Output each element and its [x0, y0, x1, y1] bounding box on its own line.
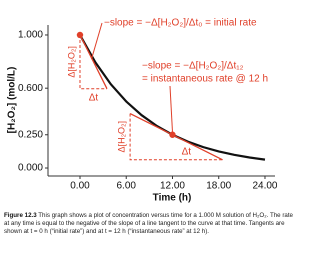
tangent-line	[129, 113, 223, 161]
annotation: = instantaneous rate @ 12 h	[142, 74, 268, 85]
y-tick-label: 0.600	[18, 83, 43, 94]
point	[169, 131, 176, 138]
x-axis-label: Time (h)	[153, 193, 192, 204]
curve	[79, 34, 266, 161]
point	[76, 31, 84, 39]
annotation: −slope = −Δ[H₂O₂]/Δt₀ = initial rate	[104, 18, 257, 29]
annotation: −slope = −Δ[H₂O₂]/Δt₁₂	[142, 61, 244, 72]
delta-guide	[129, 113, 223, 161]
delta-label: Δt	[182, 146, 192, 157]
y-tick-label: 0.000	[18, 163, 43, 174]
delta-label: Δ[H₂O₂]	[116, 121, 126, 153]
delta-label: Δ[H₂O₂]	[66, 46, 76, 78]
tangent-line	[79, 34, 108, 90]
annotation-arrow	[91, 22, 103, 60]
y-tick-label: 0.250	[18, 129, 43, 140]
x-tick-label: 24.00	[252, 181, 277, 192]
delta-label: Δt	[89, 92, 99, 103]
y-tick-label: 1.000	[18, 30, 43, 41]
chart: [H₂O₂] (mol/L) Time (h) 0.000 0.250 0.600 1…	[7, 18, 278, 204]
y-axis-label: [H₂O₂] (mol/L)	[7, 67, 18, 134]
caption-label: Figure 12.3	[4, 212, 37, 219]
x-tick-label: 18.00	[206, 181, 231, 192]
x-tick-label: 6.00	[117, 181, 137, 192]
x-tick-label: 0.00	[70, 181, 90, 192]
x-tick-label: 12.00	[160, 181, 185, 192]
caption-text: This graph shows a plot of concentration…	[4, 212, 294, 235]
page: [H₂O₂] (mol/L) Time (h) 0.000 0.250 0.600 1…	[4, 17, 296, 236]
annotation-arrow	[169, 85, 173, 133]
delta-guide	[79, 34, 107, 90]
caption: Figure 12.3 This graph shows a plot of c…	[4, 212, 296, 236]
